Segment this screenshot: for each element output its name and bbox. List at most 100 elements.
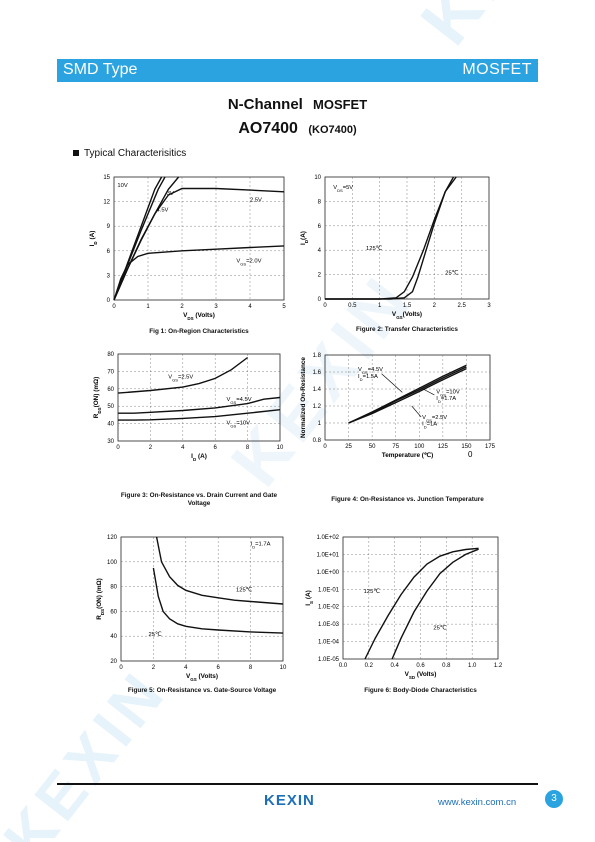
chart-fig2: 0 0.5 1 1.5 2 2.5 3 0 2 4 6 8 10 VDS=5V 125℃ 25℃ VGS(Vol… (300, 175, 491, 320)
y-tick-label: 0 (318, 297, 322, 303)
x-tick-label: 8 (246, 445, 250, 451)
y-tick-label: 1.0E-01 (318, 587, 340, 593)
curve-label: 2.5V (250, 198, 262, 204)
x-axis-label: VDS (Volts) (183, 312, 215, 321)
plot-frame (117, 353, 281, 442)
x-tick-label: 0.8 (442, 663, 451, 669)
curve-label: VGS=4.5V (358, 367, 383, 375)
y-tick-label: 1.0E+01 (316, 552, 339, 558)
x-tick-label: 50 (369, 444, 376, 450)
series-line (113, 187, 285, 301)
annotation-arrow (381, 373, 403, 393)
header-type: SMD Type (63, 61, 138, 78)
series-line (113, 245, 285, 301)
curve-label: VGS=2.5V (168, 374, 193, 382)
x-tick-label: 4 (248, 304, 252, 310)
series-line (118, 396, 281, 414)
curve-label: VGS=2.5V (422, 415, 447, 423)
curve-label: ID=1.7A (436, 396, 456, 404)
page-number-badge: 3 (545, 790, 563, 808)
y-axis-label: RDS(ON) (mΩ) (93, 377, 102, 419)
footer-url[interactable]: www.kexin.com.cn (438, 797, 517, 808)
footer-logo: KEXIN (264, 792, 315, 809)
caption-fig6: Figure 6: Body-Diode Characteristics (364, 687, 477, 694)
x-tick-label: 0.5 (348, 303, 357, 309)
x-tick-label: 0 (323, 303, 327, 309)
x-tick-label: 0 (323, 444, 327, 450)
y-tick-label: 80 (107, 352, 114, 358)
footer-divider (57, 783, 538, 785)
plot-frame (120, 536, 284, 662)
series-line (117, 356, 249, 394)
x-tick-label: 1.5 (403, 303, 412, 309)
title-sub: MOSFET (313, 97, 368, 112)
caption-fig3: Figure 3: On-Resistance vs. Drain Curren… (120, 492, 278, 507)
y-tick-label: 1.0E-04 (318, 640, 340, 646)
x-tick-label: 1 (146, 304, 150, 310)
x-tick-label: 1.0 (468, 663, 477, 669)
x-tick-label: 1 (378, 303, 382, 309)
caption-fig2: Figure 2: Transfer Characteristics (356, 326, 458, 333)
part-number: AO7400 (238, 120, 298, 137)
y-tick-label: 80 (110, 585, 117, 591)
x-tick-label: 0.2 (365, 663, 374, 669)
annotation-arrow (411, 405, 422, 418)
chart-fig3: 0 2 4 6 8 10 30 40 50 60 70 80 VGS=2.5V VGS=4.5V VGS=1… (93, 352, 284, 462)
title-main: N-Channel (227, 96, 303, 113)
chart-fig6: 0.0 0.2 0.4 0.6 0.8 1.0 1.2 1.0E-05 1.0E-04 1.0E-… (305, 535, 503, 680)
curve-label: 125℃ (236, 588, 253, 594)
series-line (325, 176, 457, 300)
x-axis-label: VSD (Volts) (405, 671, 437, 680)
x-tick-label: 0.4 (390, 663, 399, 669)
curve-label: 10V (117, 183, 127, 189)
bullet-square-icon (73, 150, 79, 157)
x-tick-label: 3 (214, 304, 218, 310)
curve-label: 125℃ (364, 589, 381, 595)
chart-fig5: 0 2 4 6 8 10 20 40 60 80 100 120 ID=1.7A 125℃ 25℃ VGS (… (96, 535, 287, 682)
watermark-top: KEXIN (405, 0, 595, 59)
y-tick-label: 4 (318, 248, 322, 254)
x-tick-label: 100 (414, 444, 425, 450)
y-tick-label: 60 (110, 609, 117, 615)
y-axis-label: RDS(ON) (mΩ) (96, 578, 105, 620)
x-tick-label: 2 (433, 303, 437, 309)
y-tick-label: 70 (107, 369, 114, 375)
x-tick-label: 0.0 (339, 663, 348, 669)
curve-label: ID=1.5A (358, 374, 378, 382)
annotation-arrow (422, 388, 435, 396)
y-tick-label: 100 (107, 560, 118, 566)
curve-label: VGS=10V (436, 389, 460, 397)
y-tick-label: 1.0E+00 (316, 570, 339, 576)
y-tick-label: 30 (107, 439, 114, 445)
series-line (325, 176, 455, 300)
y-tick-label: 120 (107, 535, 118, 541)
x-tick-label: 150 (461, 444, 472, 450)
y-tick-label: 3 (107, 273, 111, 279)
series-line (152, 567, 284, 634)
section-title: Typical Characterisitics (84, 148, 187, 159)
curve-label: VDS=5V (333, 185, 353, 193)
caption-fig5: Figure 5: On-Resistance vs. Gate-Source … (127, 687, 277, 694)
section-heading: Typical Characterisitics (73, 148, 186, 159)
y-tick-label: 40 (110, 634, 117, 640)
part-number-alt: (KO7400) (308, 124, 357, 136)
x-tick-label: 8 (249, 665, 253, 671)
y-tick-label: 1.0E-03 (318, 622, 340, 628)
x-tick-label: 125 (438, 444, 449, 450)
x-tick-label: 10 (280, 665, 287, 671)
y-axis-label: IS (A) (305, 590, 314, 605)
curve-label: 25℃ (445, 271, 458, 277)
curve-label: VGS=4.5V (227, 397, 252, 405)
y-tick-label: 1 (318, 421, 322, 427)
y-tick-label: 0.8 (313, 438, 322, 444)
y-tick-label: 1.0E+02 (316, 535, 339, 541)
x-tick-label: 4 (181, 445, 185, 451)
x-tick-label: 0 (116, 445, 120, 451)
curve-label: 4.5V (157, 207, 169, 213)
part-number-line: AO7400 (KO7400) (0, 120, 595, 138)
x-tick-label: 0.6 (416, 663, 425, 669)
y-axis-label: ID (A) (89, 231, 98, 247)
y-axis-label: ID(A) (300, 231, 309, 245)
curve-label: 25℃ (433, 625, 446, 631)
y-tick-label: 50 (107, 404, 114, 410)
